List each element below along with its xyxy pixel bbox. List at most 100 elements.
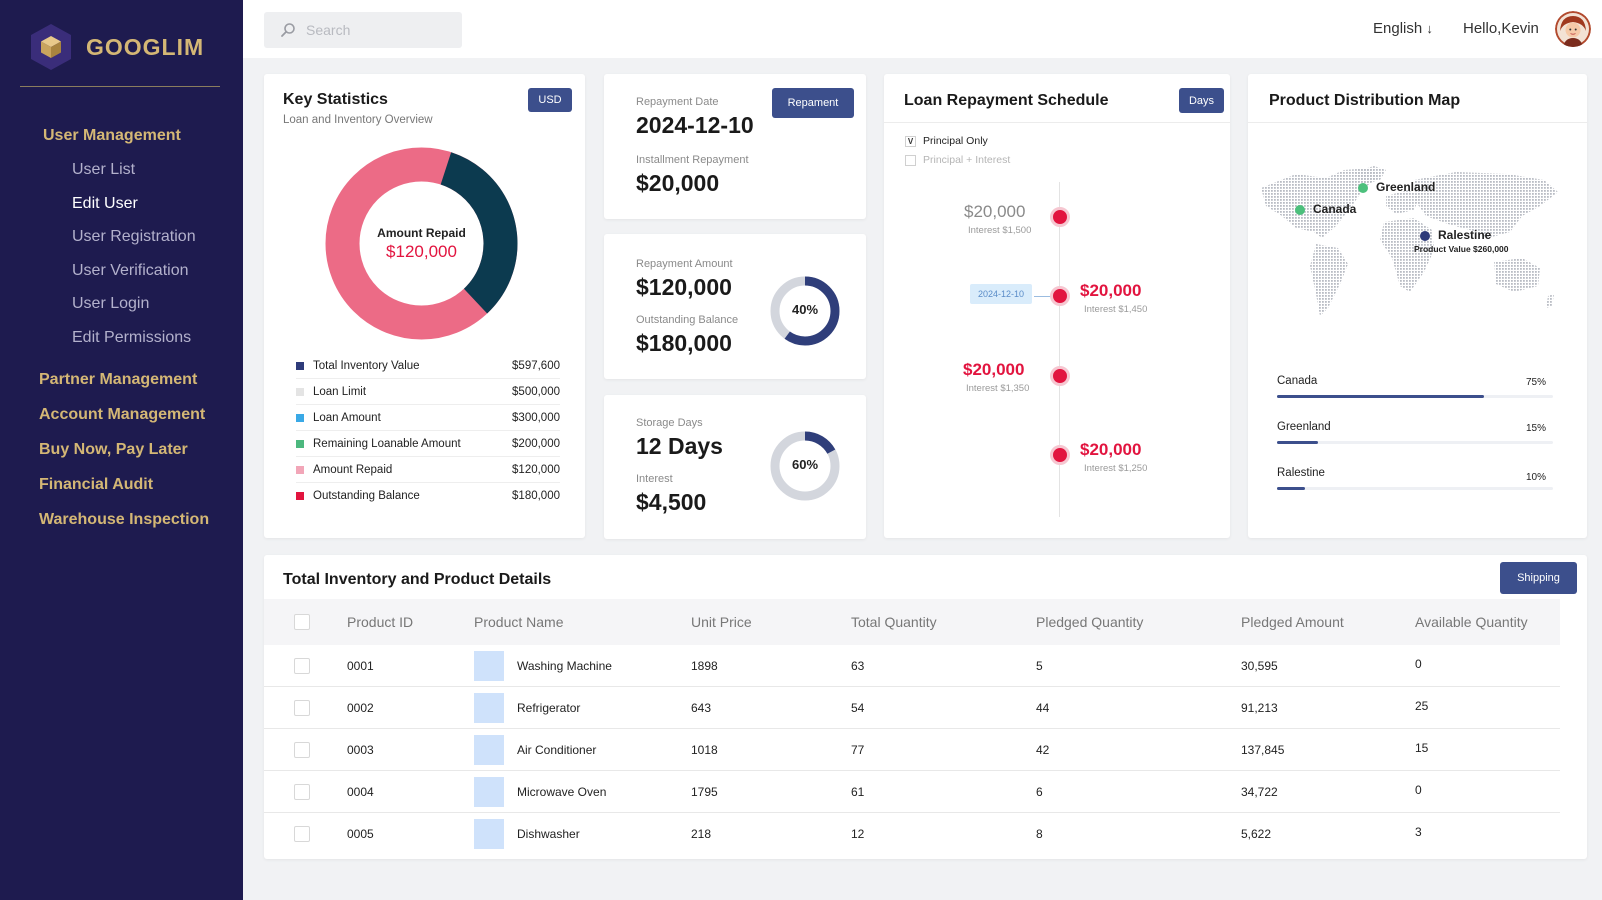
user-avatar[interactable] bbox=[1555, 11, 1591, 47]
cell-available-quantity: 25 bbox=[1415, 699, 1429, 713]
donut-center-label: Amount Repaid bbox=[377, 226, 466, 240]
col-unit-price[interactable]: Unit Price bbox=[691, 614, 752, 630]
map-europe bbox=[1386, 190, 1420, 214]
nav-account-management[interactable]: Account Management bbox=[39, 406, 206, 423]
option-principal-interest[interactable]: Principal + Interest bbox=[905, 154, 1010, 166]
cell-product-name: Washing Machine bbox=[517, 659, 612, 673]
nav-buy-now-pay-later[interactable]: Buy Now, Pay Later bbox=[39, 441, 188, 458]
cube-logo-icon bbox=[31, 24, 71, 70]
col-product-id[interactable]: Product ID bbox=[347, 614, 414, 630]
product-thumbnail bbox=[474, 735, 504, 765]
cell-product-id: 0005 bbox=[347, 827, 374, 841]
ralestine-bar-label: Ralestine bbox=[1277, 467, 1325, 479]
legend-value: $180,000 bbox=[512, 490, 560, 502]
language-selector[interactable]: English ↓ bbox=[1373, 20, 1433, 37]
legend-label: Remaining Loanable Amount bbox=[313, 437, 461, 450]
legend-label: Total Inventory Value bbox=[313, 359, 420, 372]
repayment-percent: 40% bbox=[791, 302, 819, 317]
legend-label: Amount Repaid bbox=[313, 463, 393, 476]
legend-row: Loan Amount $300,000 bbox=[296, 405, 560, 431]
cell-pledged-quantity: 6 bbox=[1036, 785, 1043, 799]
map-australia bbox=[1494, 258, 1540, 292]
cell-available-quantity: 0 bbox=[1415, 783, 1422, 797]
canada-bar-percent: 75% bbox=[1526, 377, 1547, 388]
nav-user-registration[interactable]: User Registration bbox=[72, 228, 196, 245]
timeline-dot[interactable] bbox=[1050, 207, 1070, 227]
canada-bar-track bbox=[1277, 395, 1553, 398]
ralestine-bar-fill bbox=[1277, 487, 1305, 490]
option-principal-only[interactable]: V Principal Only bbox=[905, 135, 988, 147]
nav-edit-permissions[interactable]: Edit Permissions bbox=[72, 328, 192, 346]
table-row[interactable]: 0003 Air Conditioner 1018 77 42 137,845 … bbox=[264, 729, 1560, 771]
inventory-title: Total Inventory and Product Details bbox=[283, 571, 552, 588]
col-pledged-quantity[interactable]: Pledged Quantity bbox=[1036, 614, 1144, 630]
map-greenland bbox=[1354, 166, 1386, 184]
search-box[interactable] bbox=[264, 12, 462, 48]
outstanding-balance-value: $180,000 bbox=[636, 330, 732, 356]
cell-product-name: Dishwasher bbox=[517, 827, 580, 841]
product-thumbnail bbox=[474, 693, 504, 723]
nav-user-management[interactable]: User Management bbox=[43, 127, 181, 144]
cell-pledged-amount: 137,845 bbox=[1241, 743, 1285, 757]
row-checkbox[interactable] bbox=[294, 742, 310, 758]
currency-button[interactable]: USD bbox=[528, 88, 572, 112]
schedule-interest: Interest $1,500 bbox=[968, 225, 1032, 236]
timeline-dot[interactable] bbox=[1050, 445, 1070, 465]
greenland-marker-icon[interactable] bbox=[1357, 182, 1369, 194]
ralestine-marker-label: Ralestine bbox=[1438, 228, 1492, 242]
repayment-date-value: 2024-12-10 bbox=[636, 112, 754, 138]
key-statistics-subtitle: Loan and Inventory Overview bbox=[283, 114, 433, 126]
days-button[interactable]: Days bbox=[1179, 88, 1224, 113]
legend-value: $597,600 bbox=[512, 359, 560, 372]
ralestine-bar-track bbox=[1277, 487, 1553, 490]
legend-label: Loan Limit bbox=[313, 385, 367, 398]
nav-financial-audit[interactable]: Financial Audit bbox=[39, 476, 154, 493]
checkbox-checked[interactable]: V bbox=[905, 135, 916, 147]
row-checkbox[interactable] bbox=[294, 658, 310, 674]
row-checkbox[interactable] bbox=[294, 826, 310, 842]
table-header bbox=[264, 599, 1560, 645]
row-checkbox[interactable] bbox=[294, 784, 310, 800]
nav-edit-user[interactable]: Edit User bbox=[72, 194, 138, 212]
brand-logo[interactable]: GOOGLIM bbox=[28, 22, 204, 72]
cell-product-id: 0002 bbox=[347, 701, 374, 715]
canada-marker-icon[interactable] bbox=[1294, 204, 1306, 216]
row-checkbox[interactable] bbox=[294, 700, 310, 716]
timeline-dot[interactable] bbox=[1050, 366, 1070, 386]
nav-user-list[interactable]: User List bbox=[72, 161, 136, 178]
checkbox-unchecked[interactable] bbox=[905, 154, 916, 166]
col-available-quantity[interactable]: Available Quantity bbox=[1415, 614, 1528, 630]
timeline-dot[interactable] bbox=[1050, 286, 1070, 306]
legend-swatch bbox=[296, 361, 304, 370]
select-all-checkbox[interactable] bbox=[294, 614, 310, 630]
shipping-button[interactable]: Shipping bbox=[1500, 562, 1577, 594]
legend-value: $120,000 bbox=[512, 463, 560, 476]
cell-available-quantity: 3 bbox=[1415, 825, 1422, 839]
ralestine-marker-icon[interactable] bbox=[1419, 230, 1431, 242]
col-pledged-amount[interactable]: Pledged Amount bbox=[1241, 614, 1344, 630]
brand-name: GOOGLIM bbox=[86, 33, 205, 60]
cell-product-name: Microwave Oven bbox=[517, 785, 607, 799]
nav-user-login[interactable]: User Login bbox=[72, 295, 150, 312]
table-row[interactable]: 0005 Dishwasher 218 12 8 5,622 3 bbox=[264, 813, 1560, 855]
legend-row: Amount Repaid $120,000 bbox=[296, 457, 560, 483]
col-product-name[interactable]: Product Name bbox=[474, 614, 564, 630]
greenland-marker-label: Greenland bbox=[1376, 180, 1436, 194]
search-input[interactable] bbox=[306, 22, 446, 38]
repayment-progress-ring bbox=[770, 276, 840, 346]
nav-user-verification[interactable]: User Verification bbox=[72, 261, 189, 279]
schedule-interest: Interest $1,450 bbox=[1084, 304, 1148, 315]
table-row[interactable]: 0002 Refrigerator 643 54 44 91,213 25 bbox=[264, 687, 1560, 729]
repayment-button[interactable]: Repament bbox=[772, 88, 854, 118]
option-label: Principal + Interest bbox=[923, 154, 1011, 166]
repayment-date-label: Repayment Date bbox=[636, 96, 719, 108]
storage-days-value: 12 Days bbox=[636, 433, 723, 459]
storage-days-card: Storage Days 12 Days Interest $4,500 60% bbox=[604, 395, 866, 539]
table-row[interactable]: 0001 Washing Machine 1898 63 5 30,595 0 bbox=[264, 645, 1560, 687]
col-total-quantity[interactable]: Total Quantity bbox=[851, 614, 937, 630]
ring-fill bbox=[770, 276, 840, 346]
legend-value: $500,000 bbox=[512, 385, 560, 398]
nav-partner-management[interactable]: Partner Management bbox=[39, 371, 198, 388]
nav-warehouse-inspection[interactable]: Warehouse Inspection bbox=[39, 511, 210, 528]
table-row[interactable]: 0004 Microwave Oven 1795 61 6 34,722 0 bbox=[264, 771, 1560, 813]
